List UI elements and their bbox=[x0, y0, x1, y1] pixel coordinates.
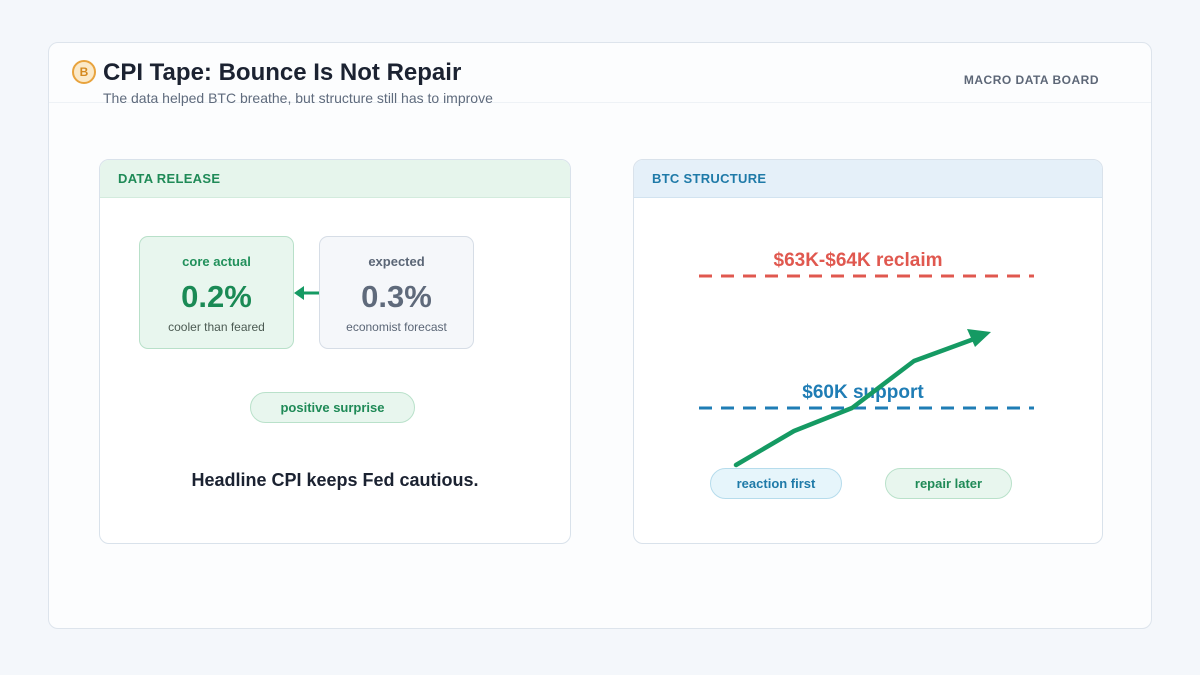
positive-surprise-badge: positive surprise bbox=[250, 392, 415, 423]
arrow-left-icon bbox=[294, 286, 320, 300]
btc-structure-diagram: $63K-$64K reclaim $60K support bbox=[699, 250, 1034, 468]
expected-value: 0.3% bbox=[361, 279, 432, 314]
page-title: CPI Tape: Bounce Is Not Repair bbox=[103, 59, 462, 86]
headline-text: Headline CPI keeps Fed cautious. bbox=[191, 470, 479, 490]
core-actual-note: cooler than feared bbox=[168, 320, 265, 334]
bitcoin-logo-icon: B bbox=[72, 60, 96, 84]
repair-later-badge: repair later bbox=[885, 468, 1012, 499]
btc-structure-panel: BTC STRUCTURE $63K-$64K reclaim $60K sup… bbox=[633, 159, 1103, 544]
core-actual-card: core actual 0.2% cooler than feared bbox=[139, 236, 294, 349]
expected-note: economist forecast bbox=[346, 320, 447, 334]
data-release-panel: DATA RELEASE core actual 0.2% cooler tha… bbox=[99, 159, 571, 544]
expected-card: expected 0.3% economist forecast bbox=[319, 236, 474, 349]
macro-data-board: B CPI Tape: Bounce Is Not Repair The dat… bbox=[48, 42, 1152, 629]
price-path-line bbox=[733, 336, 977, 468]
support-label: $60K support bbox=[802, 382, 924, 403]
core-actual-label: core actual bbox=[182, 254, 251, 269]
board-label: MACRO DATA BOARD bbox=[963, 73, 1099, 87]
header: B CPI Tape: Bounce Is Not Repair The dat… bbox=[49, 43, 1151, 106]
reclaim-label: $63K-$64K reclaim bbox=[774, 250, 943, 271]
page-subtitle: The data helped BTC breathe, but structu… bbox=[103, 90, 493, 106]
price-path-arrowhead-icon bbox=[967, 329, 991, 347]
expected-label: expected bbox=[368, 254, 425, 269]
core-actual-value: 0.2% bbox=[181, 279, 252, 314]
data-release-heading: DATA RELEASE bbox=[100, 160, 570, 198]
btc-structure-heading: BTC STRUCTURE bbox=[634, 160, 1102, 198]
reaction-first-badge: reaction first bbox=[710, 468, 842, 499]
